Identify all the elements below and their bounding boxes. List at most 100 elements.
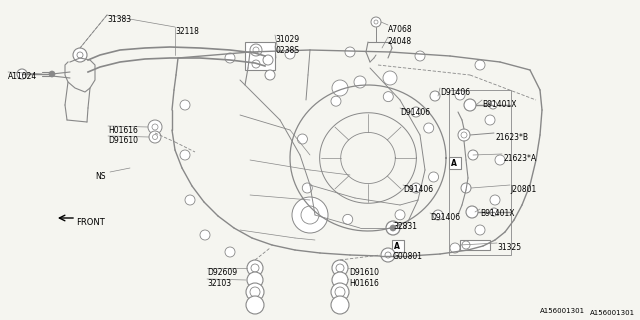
Text: B91401X: B91401X	[480, 209, 515, 218]
Circle shape	[475, 225, 485, 235]
Text: D91406: D91406	[440, 88, 470, 97]
Text: B91401X: B91401X	[482, 100, 516, 109]
Bar	[460, 240, 490, 250]
Circle shape	[468, 150, 478, 160]
Text: H01616: H01616	[349, 279, 379, 288]
Circle shape	[331, 283, 349, 301]
Circle shape	[458, 129, 470, 141]
Circle shape	[464, 99, 476, 111]
Text: H01616: H01616	[108, 126, 138, 135]
Circle shape	[263, 55, 273, 65]
Circle shape	[345, 47, 355, 57]
Text: D91610: D91610	[108, 136, 138, 145]
Text: D91406: D91406	[400, 108, 430, 117]
Circle shape	[77, 52, 83, 58]
Text: D91610: D91610	[349, 268, 379, 277]
Circle shape	[180, 100, 190, 110]
Circle shape	[383, 92, 394, 102]
Circle shape	[332, 272, 348, 288]
Circle shape	[386, 221, 400, 235]
Circle shape	[354, 76, 366, 88]
Circle shape	[331, 296, 349, 314]
Circle shape	[332, 260, 348, 276]
Circle shape	[49, 71, 55, 77]
Text: A11024: A11024	[8, 72, 37, 81]
Circle shape	[342, 214, 353, 224]
Circle shape	[455, 90, 465, 100]
Circle shape	[246, 283, 264, 301]
Text: 32831: 32831	[393, 222, 417, 231]
Circle shape	[225, 53, 235, 63]
Circle shape	[265, 70, 275, 80]
Bar	[392, 240, 404, 252]
Circle shape	[490, 208, 498, 216]
Circle shape	[371, 17, 381, 27]
Circle shape	[461, 183, 471, 193]
Circle shape	[148, 120, 162, 134]
Circle shape	[336, 264, 344, 272]
Circle shape	[485, 115, 495, 125]
Circle shape	[462, 241, 470, 249]
Circle shape	[429, 172, 438, 182]
Circle shape	[489, 101, 497, 109]
Circle shape	[332, 80, 348, 96]
Circle shape	[331, 96, 341, 106]
Text: A156001301: A156001301	[540, 308, 585, 314]
Circle shape	[395, 210, 405, 220]
Circle shape	[450, 243, 460, 253]
Circle shape	[152, 134, 157, 140]
Circle shape	[185, 195, 195, 205]
Circle shape	[152, 124, 158, 130]
Circle shape	[302, 183, 312, 193]
Circle shape	[411, 183, 421, 193]
Text: D91406: D91406	[430, 213, 460, 222]
Circle shape	[225, 247, 235, 257]
Circle shape	[149, 131, 161, 143]
Circle shape	[390, 225, 396, 231]
Circle shape	[381, 248, 395, 262]
Text: 31383: 31383	[107, 15, 131, 24]
Circle shape	[250, 287, 260, 297]
Circle shape	[180, 150, 190, 160]
Circle shape	[73, 48, 87, 62]
Circle shape	[411, 107, 421, 117]
Text: J20801: J20801	[510, 185, 536, 194]
Text: 21623*A: 21623*A	[503, 154, 536, 163]
Circle shape	[17, 69, 27, 79]
Text: 31325: 31325	[497, 243, 521, 252]
Text: FRONT: FRONT	[76, 218, 105, 227]
Circle shape	[246, 296, 264, 314]
Text: 32103: 32103	[207, 279, 231, 288]
Circle shape	[301, 206, 319, 224]
Circle shape	[252, 60, 260, 68]
Circle shape	[374, 20, 378, 24]
Bar	[449, 90, 511, 255]
Text: 21623*B: 21623*B	[495, 133, 528, 142]
Text: NS: NS	[95, 172, 106, 181]
Text: 32118: 32118	[175, 27, 199, 36]
Circle shape	[292, 197, 328, 233]
Circle shape	[250, 44, 262, 56]
Text: A7068: A7068	[388, 25, 413, 34]
Circle shape	[298, 134, 307, 144]
Circle shape	[200, 230, 210, 240]
Bar	[245, 42, 275, 70]
Circle shape	[430, 91, 440, 101]
Text: D91406: D91406	[403, 185, 433, 194]
Text: 31029: 31029	[275, 35, 299, 44]
Bar	[449, 157, 461, 169]
Circle shape	[247, 260, 263, 276]
Circle shape	[335, 287, 345, 297]
Text: A: A	[451, 159, 457, 168]
Text: 24048: 24048	[388, 37, 412, 46]
Circle shape	[466, 206, 478, 218]
Circle shape	[495, 155, 505, 165]
Circle shape	[415, 51, 425, 61]
Circle shape	[433, 210, 443, 220]
Text: A156001301: A156001301	[590, 310, 635, 316]
Text: 0238S: 0238S	[275, 46, 299, 55]
Text: G00801: G00801	[393, 252, 423, 261]
Circle shape	[424, 123, 434, 133]
Text: D92609: D92609	[207, 268, 237, 277]
Circle shape	[383, 71, 397, 85]
